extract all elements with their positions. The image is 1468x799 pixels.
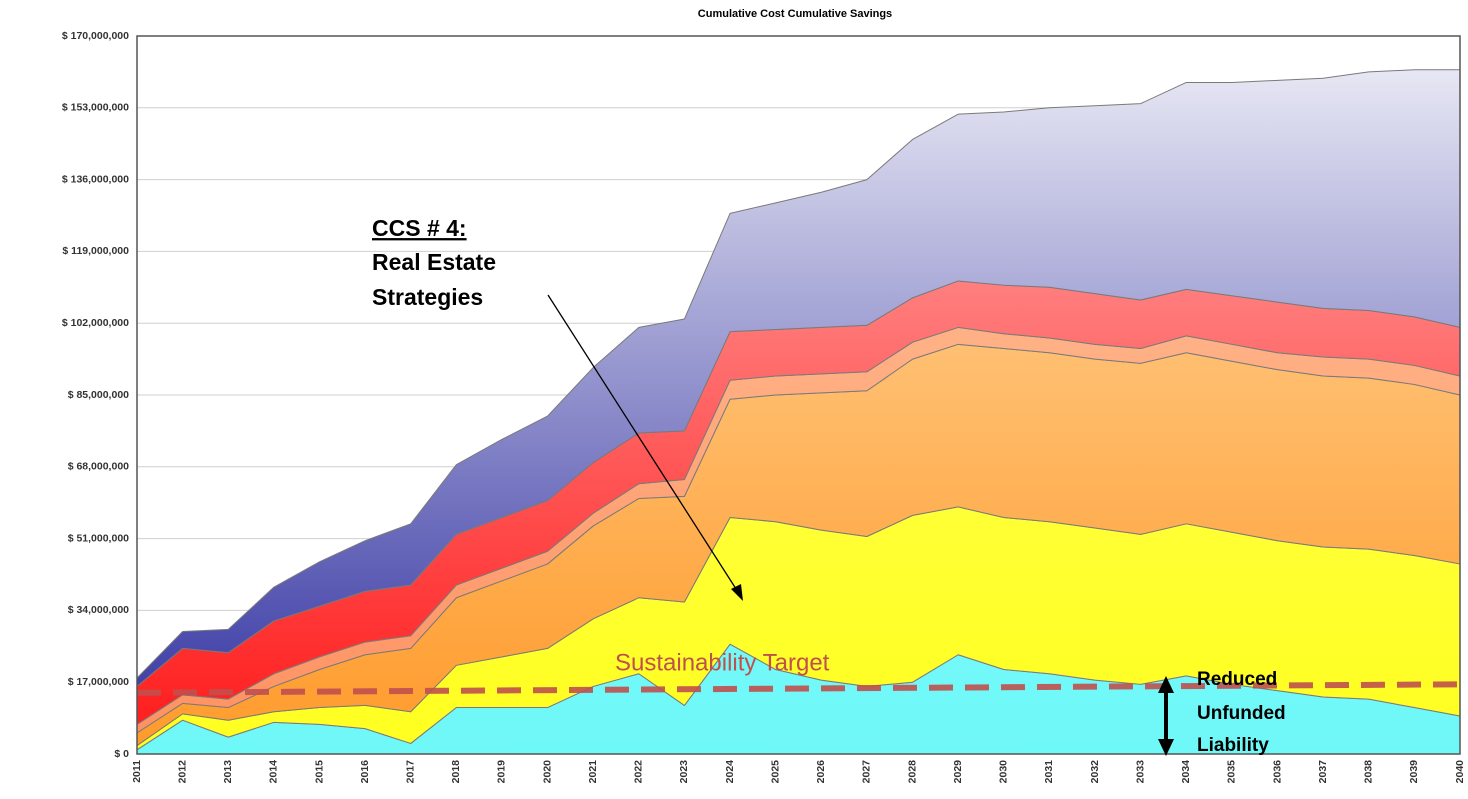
x-tick-label: 2034 xyxy=(1180,760,1192,784)
x-tick-label: 2011 xyxy=(131,760,143,783)
x-tick-label: 2024 xyxy=(724,760,736,784)
x-tick-label: 2035 xyxy=(1226,760,1238,784)
y-tick-label: $ 0 xyxy=(114,748,129,760)
x-tick-label: 2022 xyxy=(633,760,645,784)
annotation-arrowhead xyxy=(731,584,743,601)
x-tick-label: 2028 xyxy=(906,760,918,784)
annotation-arrow xyxy=(547,294,739,593)
x-tick-label: 2029 xyxy=(952,760,964,784)
callout-arrowhead xyxy=(1158,739,1174,756)
x-tick-label: 2017 xyxy=(405,760,417,784)
y-tick-label: $ 34,000,000 xyxy=(68,604,129,616)
x-tick-label: 2016 xyxy=(359,760,371,784)
x-tick-label: 2012 xyxy=(176,760,188,784)
target-label: Sustainability Target xyxy=(615,649,830,676)
x-tick-label: 2025 xyxy=(769,760,781,784)
y-tick-label: $ 51,000,000 xyxy=(68,532,129,544)
callout-arrowhead xyxy=(1158,676,1174,693)
x-tick-label: 2020 xyxy=(541,760,553,784)
y-tick-label: $ 136,000,000 xyxy=(62,173,129,185)
x-tick-label: 2023 xyxy=(678,760,690,784)
y-tick-label: $ 102,000,000 xyxy=(62,317,129,329)
callout-text: Unfunded xyxy=(1197,703,1286,724)
x-tick-label: 2032 xyxy=(1089,760,1101,784)
plot-border xyxy=(136,35,1461,755)
y-tick-label: $ 17,000,000 xyxy=(68,676,129,688)
x-tick-label: 2018 xyxy=(450,760,462,784)
y-tick-label: $ 153,000,000 xyxy=(62,102,129,114)
x-tick-label: 2019 xyxy=(496,760,508,784)
chart-title: Cumulative Cost Cumulative Savings xyxy=(698,8,892,20)
x-tick-label: 2031 xyxy=(1043,760,1055,784)
target-line xyxy=(136,681,1461,696)
x-tick-label: 2015 xyxy=(313,760,325,784)
x-tick-label: 2026 xyxy=(815,760,827,784)
x-tick-label: 2014 xyxy=(268,760,280,784)
y-tick-label: $ 170,000,000 xyxy=(62,30,129,42)
x-tick-label: 2036 xyxy=(1271,760,1283,784)
x-tick-label: 2013 xyxy=(222,760,234,784)
x-tick-label: 2037 xyxy=(1317,760,1329,784)
annotation-line: Real Estate xyxy=(372,249,496,275)
callout-text: Reduced xyxy=(1197,669,1277,690)
x-tick-label: 2038 xyxy=(1363,760,1375,784)
x-tick-label: 2030 xyxy=(998,760,1010,784)
x-tick-label: 2021 xyxy=(587,760,599,784)
y-tick-label: $ 85,000,000 xyxy=(68,389,129,401)
x-tick-label: 2039 xyxy=(1408,760,1420,784)
annotation-line: Strategies xyxy=(372,284,483,310)
x-tick-label: 2033 xyxy=(1134,760,1146,784)
y-tick-label: $ 68,000,000 xyxy=(68,461,129,473)
x-tick-label: 2027 xyxy=(861,760,873,784)
y-tick-label: $ 119,000,000 xyxy=(62,245,129,257)
x-tick-label: 2040 xyxy=(1454,760,1466,784)
callout-text: Liability xyxy=(1197,735,1269,756)
annotation-heading: CCS # 4: xyxy=(372,215,467,241)
